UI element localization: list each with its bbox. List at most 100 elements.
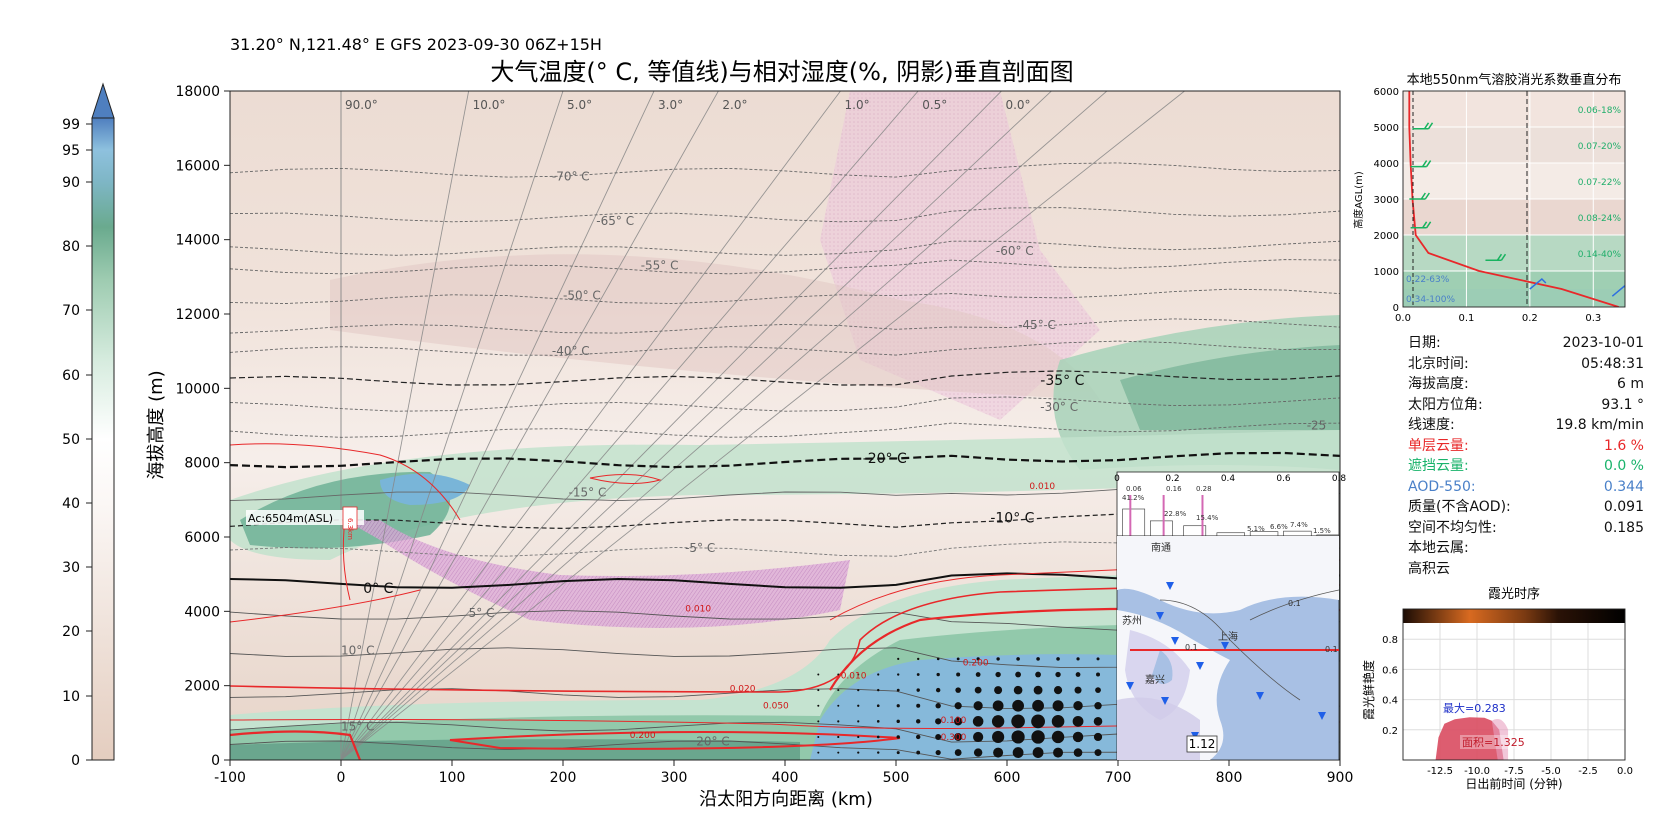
info-panel: 日期: 2023-10-01 北京时间: 05:48:31 海拔高度: 6 m 太阳方位角:…: [1408, 333, 1678, 579]
rain-dot: [896, 735, 900, 739]
rain-dot: [1076, 657, 1080, 661]
rain-dot: [935, 703, 941, 709]
rain-dot: [974, 686, 982, 694]
rain-dot: [837, 735, 840, 739]
rain-dot: [1015, 671, 1021, 678]
solar-ray: [340, 91, 470, 760]
map-wind-arrow: [1156, 612, 1164, 620]
inset-bar-chart: 0 0.2 0.4 0.6 0.8 0.06 0.16 0.28 41.2% 22.8% 15.4%…: [1114, 471, 1346, 537]
isotherm-label: -70° C: [552, 169, 590, 183]
isotherm-label: -55° C: [641, 259, 679, 273]
isotherm: [230, 288, 1340, 304]
info-key: 北京时间:: [1408, 355, 1469, 372]
inset-bar-label: 5.1%: [1247, 525, 1265, 533]
annotation-tag-box: [342, 506, 358, 530]
colorbar-tick-label: 90: [62, 175, 80, 191]
rain-dot: [877, 688, 880, 692]
main-xtick-label: -100: [214, 770, 246, 786]
rain-dot: [973, 748, 983, 757]
aerosol-ytick-label: 4000: [1374, 159, 1399, 170]
info-row: 遮挡云量: 0.0 %: [1408, 456, 1678, 477]
main-ytick-label: 4000: [184, 604, 220, 620]
rain-dot: [955, 687, 961, 693]
rain-dot: [935, 749, 941, 756]
info-key: 太阳方位角:: [1408, 396, 1483, 413]
isotherm-label: 5° C: [469, 606, 495, 620]
rain-dot: [1093, 717, 1103, 726]
ray-label: 90.0°: [345, 98, 378, 112]
info-row: 日期: 2023-10-01: [1408, 333, 1678, 354]
rain-dot: [897, 673, 900, 676]
glow-ytick-label: 0.8: [1382, 635, 1398, 646]
rain-dot: [1033, 685, 1043, 695]
colorbar-tick-label: 30: [62, 560, 80, 576]
info-value: 93.1 °: [1601, 396, 1644, 413]
glow-ytick-label: 0.4: [1382, 696, 1398, 707]
aerosol-band-label: 0.07-20%: [1578, 142, 1622, 152]
info-key: 海拔高度:: [1408, 376, 1469, 392]
map-label: 南通: [1151, 541, 1171, 554]
rain-dot: [954, 717, 963, 726]
info-value: 19.8 km/min: [1555, 417, 1644, 433]
inset-bar-label: 6.6%: [1270, 523, 1288, 531]
rain-dot: [897, 657, 900, 661]
main-ytick-label: 2000: [184, 679, 220, 695]
isotherm: [230, 370, 1340, 386]
rain-dot: [916, 734, 921, 740]
cloud-contour-label: 0.200: [630, 731, 656, 741]
isotherm-label: -50° C: [563, 288, 601, 302]
rain-dot: [1016, 657, 1020, 661]
ray-label: 3.0°: [658, 98, 683, 112]
glow-xtick-label: -12.5: [1427, 766, 1453, 777]
rain-dot: [896, 688, 900, 692]
info-row: 本地云属:: [1408, 538, 1678, 559]
info-row: 北京时间: 05:48:31: [1408, 354, 1678, 375]
inset-bar: [1150, 520, 1173, 537]
glow-timeline-chart: 霞光时序 最大=0.283 面积=1.325 -12.5 -10.0 -7.5 -5.…: [1361, 587, 1633, 791]
map-wind-arrow: [1171, 637, 1179, 645]
isotherm: [230, 207, 1340, 223]
colorbar-tick-label: 0: [71, 753, 80, 769]
isotherm-label: -45° C: [1018, 318, 1056, 332]
rain-dot: [1055, 671, 1061, 678]
aerosol-wind-barb-blue: [1529, 277, 1547, 290]
isotherm: [230, 396, 1340, 412]
aerosol-xtick-label: 0.2: [1522, 313, 1538, 324]
colorbar-tick-label: 60: [62, 368, 80, 384]
rain-dot: [817, 689, 820, 692]
rain-dot: [896, 751, 900, 755]
info-value: 2023-10-01: [1562, 335, 1644, 351]
rain-dot: [991, 715, 1005, 728]
rain-dot: [935, 687, 941, 693]
isotherm-label: -25: [1307, 419, 1327, 433]
cloud-contour-label: 0.010: [1029, 482, 1055, 492]
info-key: 本地云属:: [1408, 540, 1469, 556]
aerosol-extinction-line: [1408, 91, 1619, 307]
rain-dot: [1013, 685, 1023, 695]
inset-bar-label: 41.2%: [1122, 494, 1145, 502]
aerosol-ytick-label: 2000: [1374, 231, 1399, 242]
ray-label: 1.0°: [845, 98, 870, 112]
ray-label: 5.0°: [567, 98, 592, 112]
info-value: [1526, 538, 1678, 559]
rain-dot: [954, 702, 962, 710]
rain-dot: [992, 730, 1005, 744]
rain-dot: [1073, 701, 1083, 711]
isotherm: [230, 513, 1340, 530]
solar-ray: [340, 91, 655, 760]
solar-ray: [340, 91, 719, 760]
info-key: 空间不均匀性:: [1408, 519, 1497, 536]
info-value: 1.6 %: [1603, 437, 1644, 454]
aerosol-xtick-label: 0.1: [1458, 313, 1474, 324]
solar-ray: [340, 91, 841, 760]
rain-dot: [1073, 748, 1083, 757]
aerosol-band-label: 0.06-18%: [1578, 106, 1622, 116]
glow-area-label: 面积=1.325: [1462, 736, 1525, 749]
colorbar-tick-label: 80: [62, 239, 80, 255]
info-value: 6 m: [1617, 376, 1644, 392]
rain-dot: [1056, 657, 1060, 661]
info-key: 日期:: [1408, 335, 1441, 351]
rain-dot: [837, 751, 840, 754]
rain-dot: [857, 735, 860, 739]
colorbar-tick-label: 95: [62, 143, 80, 159]
